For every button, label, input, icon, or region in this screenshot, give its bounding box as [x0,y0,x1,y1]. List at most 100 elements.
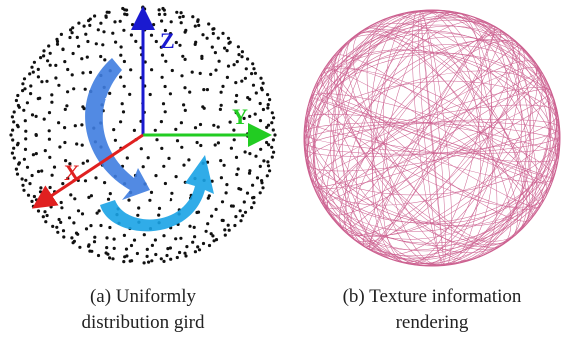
grid-point [208,244,211,247]
grid-point [103,181,106,184]
grid-point [61,48,64,51]
grid-point [220,104,223,107]
grid-point [83,107,86,110]
grid-point [127,199,130,202]
grid-point [150,259,153,262]
grid-point [64,108,67,111]
grid-point [191,71,194,74]
grid-point [23,158,26,161]
grid-point [84,88,87,91]
grid-point [9,133,12,136]
grid-point [198,248,201,251]
grid-point [205,230,208,233]
phi-label: ϕ [158,185,171,210]
grid-point [46,203,49,206]
z-label: Z [160,28,175,53]
grid-point [259,148,262,151]
grid-point [113,247,116,250]
mesh-line [302,0,563,277]
grid-point [214,69,217,72]
grid-point [196,141,199,144]
grid-point [42,49,45,52]
grid-point [257,130,260,133]
grid-point [78,246,81,249]
grid-point [31,113,34,116]
grid-point [208,194,211,197]
grid-point [191,241,194,244]
grid-point [89,224,92,227]
grid-point [53,166,56,169]
grid-point [254,155,257,158]
grid-point [219,159,222,162]
grid-point [230,204,233,207]
grid-point [50,93,53,96]
grid-point [199,72,202,75]
grid-point [108,256,111,259]
grid-point [93,236,96,239]
grid-point [125,13,128,16]
grid-point [146,255,149,258]
grid-point [108,11,111,14]
eta-label: η [104,88,116,113]
grid-point [99,22,102,25]
grid-point [210,232,213,235]
grid-point [178,44,181,47]
grid-point [271,156,274,159]
grid-point [210,215,213,218]
grid-point [248,115,251,118]
grid-point [217,37,220,40]
grid-point [37,209,40,212]
grid-point [122,110,125,113]
grid-point [188,225,191,228]
grid-point [164,60,167,63]
grid-point [40,80,43,83]
grid-point [199,123,202,126]
grid-point [239,188,242,191]
grid-point [206,222,209,225]
grid-point [26,166,29,169]
grid-point [272,151,275,154]
grid-point [211,46,214,49]
grid-point [32,205,35,208]
grid-point [80,123,83,126]
grid-point [233,138,236,141]
grid-point [121,7,124,10]
grid-point [175,175,178,178]
grid-point [223,47,226,50]
grid-point [16,143,19,146]
grid-point [86,159,89,162]
grid-point [179,237,182,240]
grid-point [15,99,18,102]
grid-point [56,231,59,234]
grid-point [42,54,45,57]
grid-point [12,147,15,150]
grid-point [105,16,108,19]
grid-point [65,104,68,107]
grid-point [29,84,32,87]
grid-point [239,219,242,222]
grid-point [273,133,276,136]
grid-point [49,186,52,189]
grid-point [178,16,181,19]
grid-point [157,214,160,217]
grid-point [176,139,179,142]
grid-point [130,33,133,36]
grid-point [160,257,163,260]
grid-point [164,85,167,88]
grid-point [160,147,163,150]
grid-point [146,248,149,251]
grid-point [58,218,61,221]
grid-point [63,60,66,63]
grid-point [265,126,268,129]
grid-point [259,191,262,194]
grid-point [125,9,128,12]
grid-point [81,71,84,74]
grid-point [81,212,84,215]
grid-point [119,120,122,123]
grid-point [33,195,36,198]
grid-point [21,82,24,85]
grid-point [185,245,188,248]
grid-point [268,98,271,101]
grid-point [223,164,226,167]
grid-point [15,168,18,171]
